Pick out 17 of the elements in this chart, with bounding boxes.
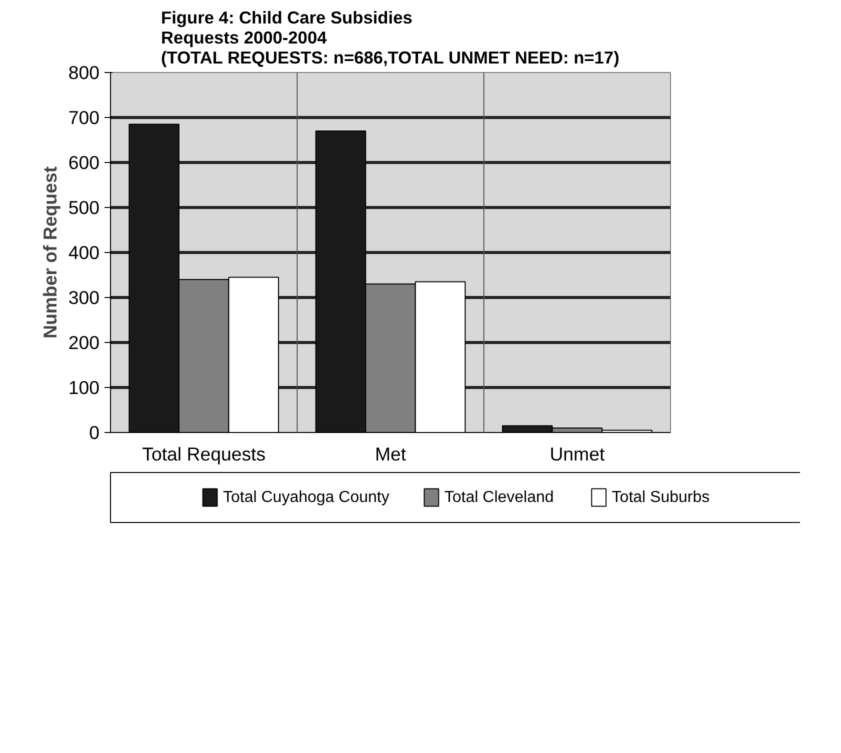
y-tick-label: 100: [68, 377, 100, 398]
x-tick-label: Met: [374, 444, 407, 464]
y-tick-label: 0: [89, 422, 100, 443]
legend-label: Total Suburbs: [612, 489, 710, 506]
legend-label: Total Cuyahoga County: [223, 489, 390, 506]
y-tick-label: 500: [68, 197, 100, 218]
y-tick-label: 400: [68, 242, 100, 263]
y-tick-label: 600: [68, 152, 100, 173]
chart-title: Figure 4: Child Care Subsidies Requests 2000-2004 (TOTAL REQUESTS: n=686,TOTAL UNMET NEED: n=17): [161, 8, 620, 68]
x-tick-label: Unmet: [550, 444, 606, 464]
x-tick-label: Total Requests: [142, 444, 266, 464]
y-tick-label: 700: [68, 107, 100, 128]
y-tick-label: 300: [68, 287, 100, 308]
y-tick-label: 800: [68, 62, 100, 83]
y-tick-label: 200: [68, 332, 100, 353]
legend-label: Total Cleveland: [444, 489, 554, 506]
y-axis-title: Number of Request: [39, 166, 60, 339]
